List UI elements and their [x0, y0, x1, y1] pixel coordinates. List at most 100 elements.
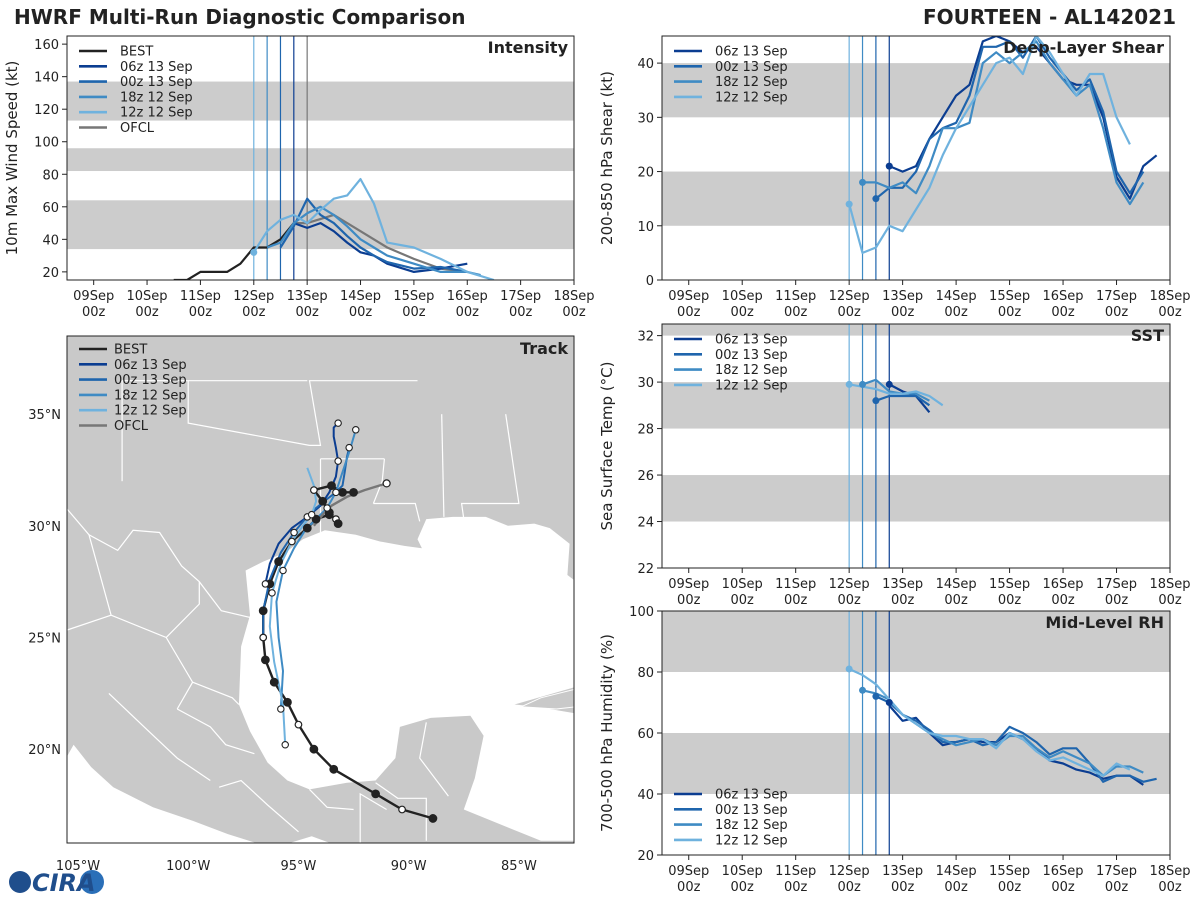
rh-xtick-label-hour: 00z [784, 880, 808, 895]
shear-xtick-label-hour: 00z [1051, 305, 1075, 320]
rh-xtick-label-hour: 00z [731, 880, 755, 895]
shear-series-00z-13-sep [875, 36, 1145, 200]
rh-xtick-label-hour: 00z [998, 880, 1022, 895]
intensity-legend-label: 18z 12 Sep [120, 90, 193, 105]
sst-xtick-label: 14Sep [936, 577, 977, 592]
shear-ytick-label: 0 [646, 274, 654, 289]
rh-ytick-label: 20 [637, 849, 654, 864]
shear-plot-area [662, 36, 1170, 280]
track-lon-label: 105°W [56, 859, 100, 874]
model-track-point-12z-12-sep [307, 510, 316, 519]
rh-series-12z-12-sep [848, 667, 1131, 777]
intensity-xtick-label-hour: 00z [295, 305, 319, 320]
sst-title: SST [1131, 326, 1164, 345]
rh-xtick-label: 17Sep [1096, 864, 1137, 879]
mexico-state-border-7 [218, 779, 299, 833]
shear-ytick-label: 40 [637, 57, 654, 72]
sst-xtick-label: 13Sep [882, 577, 923, 592]
pacific-ocean-water [67, 744, 331, 843]
mexico-state-border-4 [192, 681, 240, 705]
rh-xtick-label: 11Sep [775, 864, 816, 879]
shear-band-1 [662, 63, 1170, 118]
shear-xtick-label-hour: 00z [998, 305, 1022, 320]
sst-xtick-label-hour: 00z [1158, 593, 1182, 608]
shear-band-0 [662, 171, 1170, 226]
sst-xtick-label: 16Sep [1043, 577, 1084, 592]
best-track-point [274, 557, 284, 566]
shear-init-marker [872, 195, 880, 203]
track-lat-label: 25°N [28, 632, 61, 647]
shear-init-marker [885, 162, 893, 170]
shear-legend-label: 12z 12 Sep [715, 90, 788, 105]
us-mexico-border [67, 507, 251, 618]
track-plot-area [67, 336, 574, 843]
sst-band-2 [662, 324, 1170, 336]
sst-ytick-label: 24 [637, 516, 654, 531]
best-track-point [258, 606, 268, 616]
shear-xtick-label-hour: 00z [731, 305, 755, 320]
intensity-band-2 [67, 81, 574, 121]
intensity-xtick-label-hour: 00z [402, 305, 426, 320]
sst-xtick-label: 11Sep [775, 577, 816, 592]
track-panel: 20°N 25°N 30°N 35°N 105°W 100°W 95°W 90°W 85°W Tr… [28, 335, 575, 874]
intensity-legend-label: 06z 13 Sep [120, 60, 193, 75]
sst-frame [661, 323, 1171, 569]
figure-title: HWRF Multi-Run Diagnostic Comparison [14, 5, 465, 29]
best-track-point [349, 487, 358, 497]
model-track-point-06z-13-sep [261, 580, 270, 588]
best-track-point [398, 805, 406, 814]
intensity-ytick-label: 100 [34, 136, 59, 151]
intensity-xtick-label: 10Sep [127, 289, 168, 304]
rh-init-marker [872, 692, 880, 700]
intensity-ytick-label: 140 [34, 71, 59, 86]
sst-legend-label: 00z 13 Sep [715, 348, 788, 363]
intensity-xtick-label-hour: 00z [189, 305, 213, 320]
intensity-title: Intensity [488, 38, 569, 57]
red-river-border [187, 380, 310, 446]
model-track-point-18z-12-sep [352, 426, 360, 434]
intensity-series-06z-13-sep [293, 222, 468, 273]
intensity-ytick-label: 80 [42, 168, 59, 183]
mexico-state-border-2 [165, 581, 200, 638]
cira-globe-icon [9, 871, 31, 893]
sst-init-marker [845, 380, 853, 388]
mexico-state-border-5 [176, 708, 255, 755]
sst-series-00z-13-sep [875, 394, 931, 407]
best-track-point [260, 655, 270, 665]
intensity-series-best [173, 222, 295, 280]
sst-xtick-label-hour: 00z [784, 593, 808, 608]
cira-logo-text: CIRA [32, 869, 96, 897]
shear-xtick-label-hour: 00z [837, 305, 861, 320]
intensity-ytick-label: 60 [42, 201, 59, 216]
sst-ylabel: Sea Surface Temp (°C) [598, 361, 616, 530]
rh-legend-label: 18z 12 Sep [715, 818, 788, 833]
rh-band-0 [662, 733, 1170, 794]
rh-xtick-label: 15Sep [989, 864, 1030, 879]
track-00z-13-sep [262, 447, 351, 638]
intensity-series-00z-13-sep [279, 197, 468, 273]
intensity-xtick-label-hour: 00z [242, 305, 266, 320]
track-lon-label: 100°W [166, 859, 210, 874]
sst-series-18z-12-sep [862, 378, 930, 402]
model-track-point-06z-13-sep [334, 419, 342, 427]
sst-panel: 22242628303209Sep00z10Sep00z11Sep00z12Se… [598, 323, 1191, 608]
storm-id-title: FOURTEEN - AL142021 [923, 5, 1176, 29]
intensity-ytick-label: 120 [34, 103, 59, 118]
intensity-legend-label: 12z 12 Sep [120, 106, 193, 121]
intensity-panel: 2040608010012014016009Sep00z10Sep00z11Se… [3, 35, 595, 320]
rh-xtick-label-hour: 00z [1158, 880, 1182, 895]
intensity-xtick-label: 14Sep [340, 289, 381, 304]
best-track-point [318, 496, 328, 506]
rh-init-marker [885, 699, 893, 706]
shear-xtick-label: 15Sep [989, 289, 1030, 304]
intensity-legend-label: OFCL [120, 121, 155, 136]
track-lat-label: 20°N [28, 743, 61, 758]
rh-xtick-label: 12Sep [829, 864, 870, 879]
intensity-ylabel: 10m Max Wind Speed (kt) [3, 61, 21, 256]
shear-xtick-label-hour: 00z [784, 305, 808, 320]
alabama-georgia-border [460, 414, 520, 520]
sst-xtick-label: 15Sep [989, 577, 1030, 592]
track-lon-label: 90°W [391, 859, 427, 874]
shear-ytick-label: 10 [637, 220, 654, 235]
